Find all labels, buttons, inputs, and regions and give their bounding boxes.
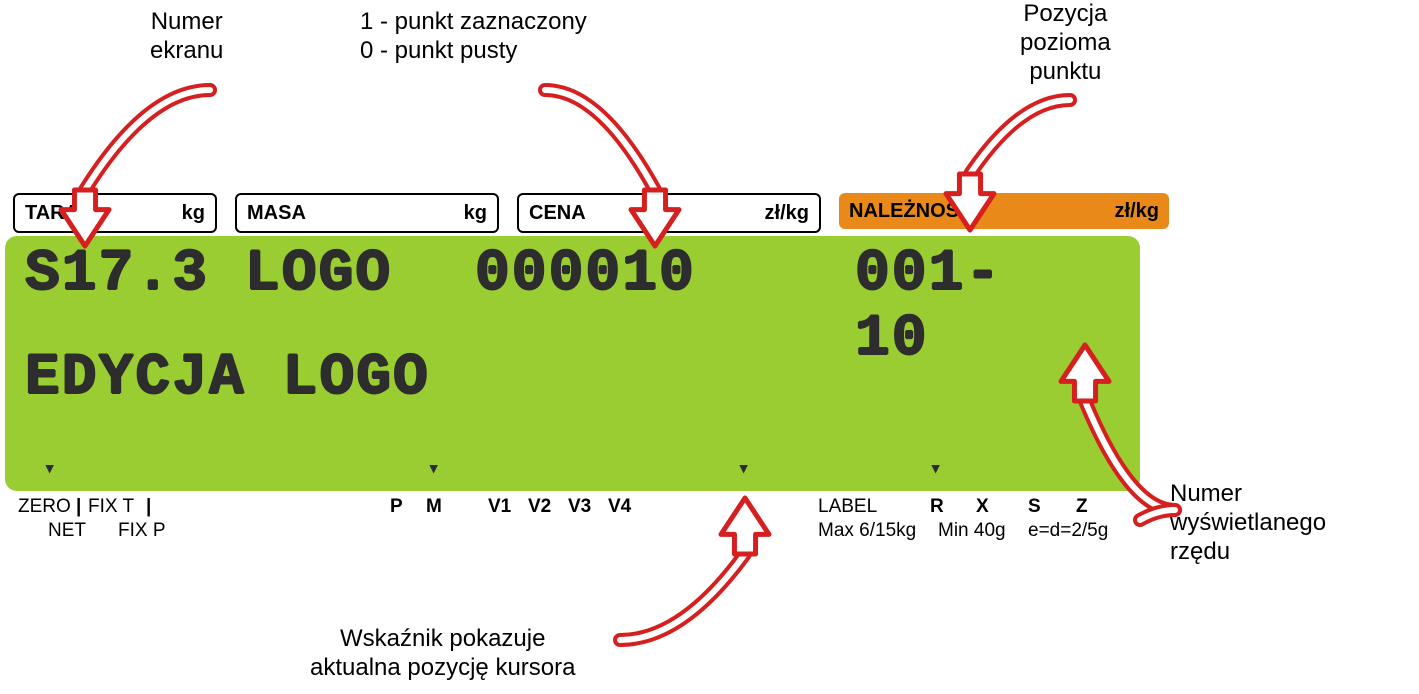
lcd-segment: 001-10 bbox=[855, 242, 1002, 372]
below-label: | bbox=[76, 496, 81, 518]
lcd-segment: 000010 bbox=[475, 242, 696, 307]
cursor-tick-icon: ▾ bbox=[427, 456, 440, 481]
below-label: | bbox=[146, 496, 151, 518]
below-label: P bbox=[390, 496, 403, 518]
header-unit: kg bbox=[464, 202, 487, 225]
header-box: NALEŻNOŚĆ zł/kg bbox=[839, 193, 1169, 229]
header-box: TARA kg bbox=[13, 193, 217, 233]
below-label: NET bbox=[48, 520, 86, 542]
below-label: Max 6/15kg bbox=[818, 520, 916, 542]
below-label: Min 40g bbox=[938, 520, 1006, 542]
header-label: TARA bbox=[25, 202, 79, 225]
below-label: V4 bbox=[608, 496, 631, 518]
annotation-horizontal-position: Pozycja pozioma punktu bbox=[1020, 0, 1111, 86]
below-label: X bbox=[976, 496, 989, 518]
header-label: NALEŻNOŚĆ bbox=[849, 200, 973, 223]
header-row: TARA kg MASA kg CENA zł/kg NALEŻNOŚĆ zł/kg bbox=[13, 193, 1169, 233]
below-label: S bbox=[1028, 496, 1041, 518]
below-label: FIX T bbox=[88, 496, 134, 518]
lcd-line2: EDYCJA LOGO bbox=[25, 346, 430, 411]
cursor-tick-icon: ▾ bbox=[737, 456, 750, 481]
below-label: V1 bbox=[488, 496, 511, 518]
header-label: CENA bbox=[529, 202, 586, 225]
cursor-tick-icon: ▾ bbox=[929, 456, 942, 481]
below-label: Z bbox=[1076, 496, 1088, 518]
annotation-cursor-indicator: Wskaźnik pokazuje aktualna pozycję kurso… bbox=[310, 625, 575, 683]
cursor-tick-icon: ▾ bbox=[43, 456, 56, 481]
lcd-segment: S17.3 bbox=[25, 242, 209, 307]
header-unit: kg bbox=[182, 202, 205, 225]
header-unit: zł/kg bbox=[1115, 200, 1159, 223]
below-label: ZERO bbox=[18, 496, 71, 518]
annotation-screen-number: Numer ekranu bbox=[150, 8, 223, 66]
annotation-point-legend: 1 - punkt zaznaczony 0 - punkt pusty bbox=[360, 8, 587, 66]
below-label: LABEL bbox=[818, 496, 877, 518]
annotation-row-number: Numer wyświetlanego rzędu bbox=[1170, 480, 1326, 566]
lcd-segment: LOGO bbox=[245, 242, 392, 307]
header-label: MASA bbox=[247, 202, 306, 225]
below-label: V3 bbox=[568, 496, 591, 518]
header-box: CENA zł/kg bbox=[517, 193, 821, 233]
header-unit: zł/kg bbox=[765, 202, 809, 225]
below-label: V2 bbox=[528, 496, 551, 518]
below-label: e=d=2/5g bbox=[1028, 520, 1108, 542]
lcd-display: S17.3 LOGO 000010 001-10 EDYCJA LOGO ▾ ▾ ▾ ▾ bbox=[5, 236, 1140, 491]
below-label: R bbox=[930, 496, 944, 518]
below-label: FIX P bbox=[118, 520, 166, 542]
header-box: MASA kg bbox=[235, 193, 499, 233]
below-label: M bbox=[426, 496, 442, 518]
